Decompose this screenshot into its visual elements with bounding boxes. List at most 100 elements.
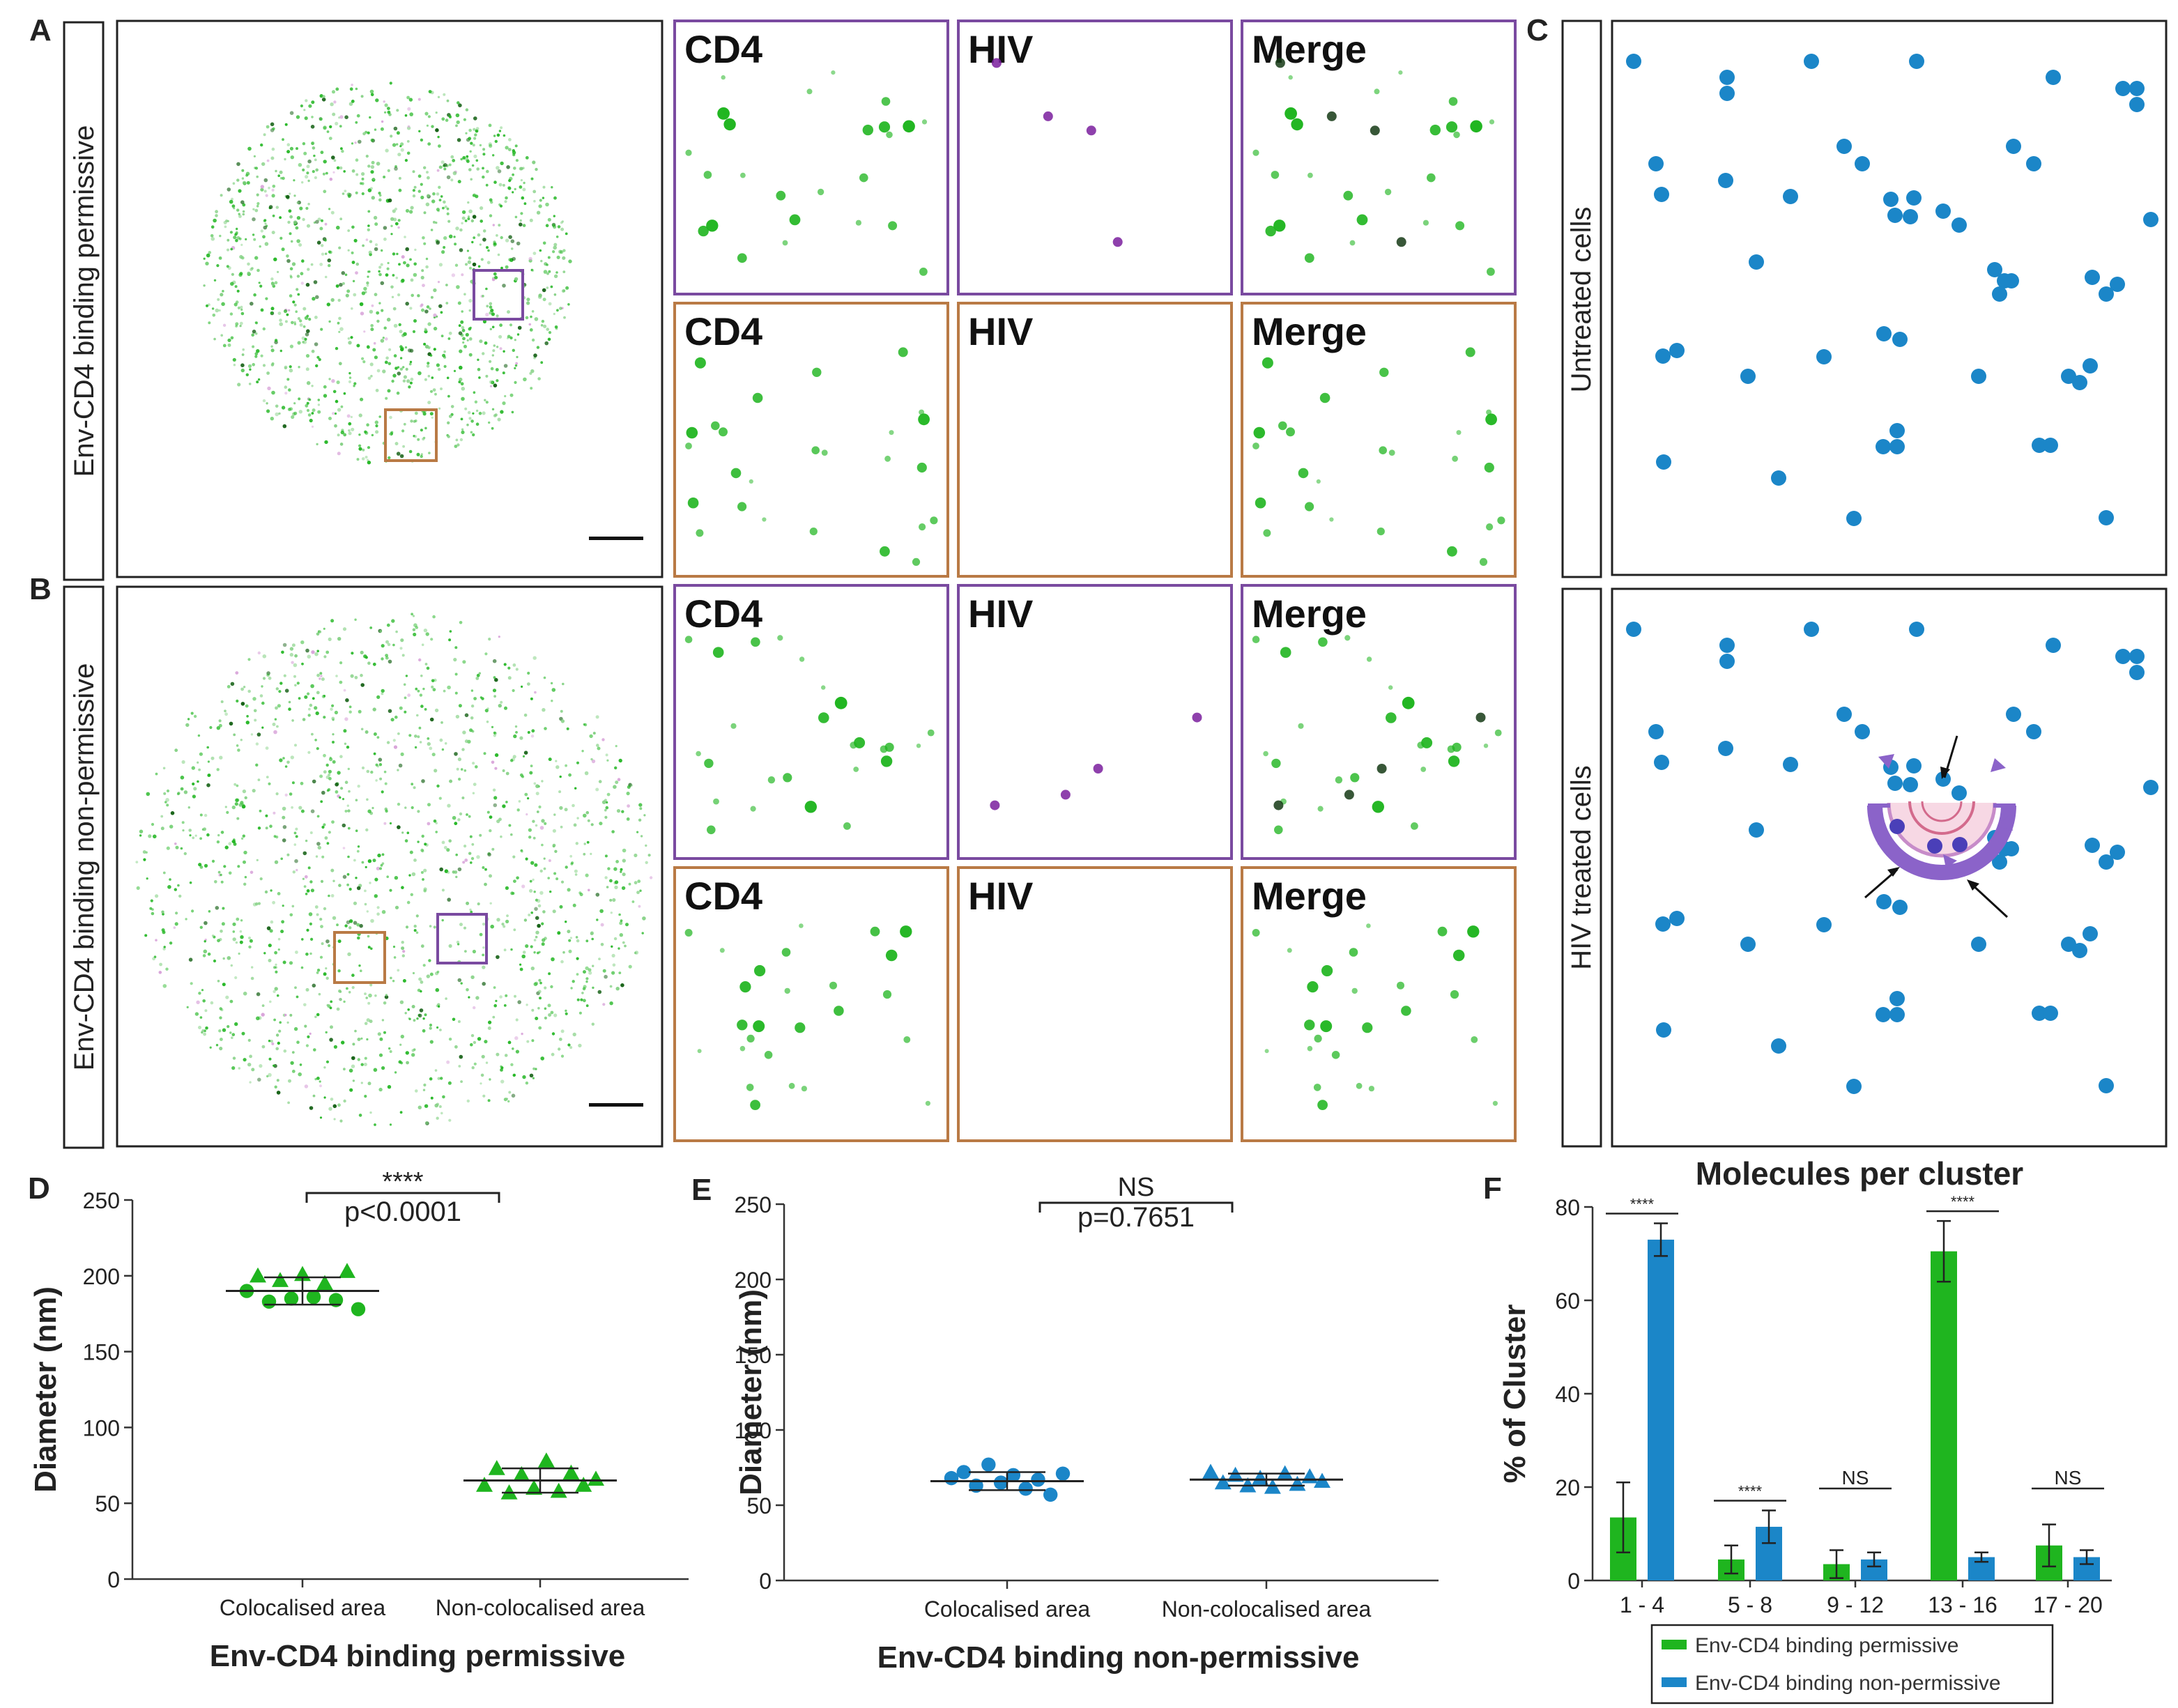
localisation-dot: [232, 182, 236, 185]
localisation-dot: [348, 1068, 353, 1073]
localisation-dot: [373, 752, 376, 755]
localisation-dot: [366, 281, 369, 285]
cd4-molecule: [1719, 654, 1735, 669]
localisation-dot: [409, 850, 413, 854]
localisation-dot: [498, 183, 503, 187]
localisation-dot: [316, 747, 319, 751]
localisation-dot: [302, 168, 305, 171]
localisation-dot: [393, 956, 397, 959]
localisation-dot: [304, 695, 308, 699]
localisation-dot: [288, 707, 291, 711]
localisation-dot: [303, 1003, 307, 1007]
localisation-dot: [192, 782, 195, 786]
localisation-dot: [618, 971, 622, 974]
localisation-dot: [455, 853, 458, 856]
hiv-spot: [1475, 712, 1486, 723]
localisation-dot: [535, 916, 539, 921]
localisation-dot: [560, 709, 563, 713]
localisation-dot: [548, 270, 551, 273]
localisation-dot: [576, 817, 579, 820]
cd4-spot: [1489, 119, 1495, 125]
localisation-dot: [452, 159, 456, 162]
localisation-dot: [443, 167, 447, 171]
localisation-dot: [645, 861, 648, 865]
localisation-dot: [319, 1116, 323, 1119]
localisation-dot: [491, 760, 495, 764]
localisation-dot: [443, 364, 447, 369]
localisation-dot: [491, 380, 495, 385]
localisation-dot: [191, 766, 195, 770]
localisation-dot: [151, 911, 155, 916]
cd4-molecule: [1655, 916, 1671, 932]
localisation-dot: [424, 1121, 429, 1125]
localisation-dot: [356, 886, 361, 891]
localisation-dot: [394, 222, 399, 226]
localisation-dot: [229, 199, 233, 204]
localisation-dot: [449, 779, 453, 783]
panel-letter-d: D: [28, 1171, 50, 1206]
localisation-dot: [540, 1056, 544, 1061]
localisation-dot: [245, 704, 249, 708]
localisation-dot: [362, 244, 365, 247]
localisation-dot: [370, 328, 374, 332]
cell-image-a: [116, 20, 664, 578]
localisation-dot: [216, 768, 220, 771]
localisation-dot: [251, 966, 254, 969]
localisation-dot: [618, 947, 620, 950]
localisation-dot: [521, 685, 523, 688]
localisation-dot: [613, 937, 618, 941]
localisation-dot: [465, 263, 468, 266]
localisation-dot: [390, 134, 393, 138]
localisation-dot: [440, 311, 443, 314]
localisation-dot: [374, 243, 378, 247]
localisation-dot: [489, 302, 493, 306]
localisation-dot: [489, 1078, 491, 1081]
localisation-dot: [217, 939, 220, 943]
localisation-dot: [234, 976, 238, 980]
data-point-circle: [981, 1457, 996, 1472]
localisation-dot: [539, 826, 544, 830]
localisation-dot: [469, 835, 473, 838]
localisation-dot: [575, 936, 578, 939]
localisation-dot: [539, 997, 542, 1000]
localisation-dot: [289, 365, 292, 369]
localisation-dot: [286, 259, 291, 263]
cd4-spot: [686, 426, 698, 439]
cd4-spot: [1274, 825, 1283, 835]
localisation-dot: [446, 848, 450, 852]
localisation-dot: [434, 769, 438, 773]
localisation-dot: [323, 394, 328, 398]
localisation-dot: [466, 901, 470, 905]
localisation-dot: [499, 347, 503, 351]
localisation-dot: [275, 169, 277, 173]
localisation-dot: [621, 810, 624, 813]
localisation-dot: [240, 368, 245, 373]
localisation-dot: [180, 787, 184, 791]
localisation-dot: [300, 282, 304, 285]
localisation-dot: [367, 376, 371, 380]
localisation-dot: [325, 1031, 328, 1034]
localisation-dot: [233, 733, 236, 737]
localisation-dot: [356, 458, 360, 461]
localisation-dot: [315, 711, 319, 716]
inset-frame: [1241, 20, 1517, 295]
localisation-dot: [365, 456, 368, 459]
localisation-dot: [525, 156, 529, 160]
localisation-dot: [328, 1107, 332, 1111]
localisation-dot: [604, 808, 607, 812]
localisation-dot: [376, 162, 381, 166]
localisation-dot: [423, 342, 427, 346]
localisation-dot: [245, 238, 247, 240]
localisation-dot: [296, 995, 299, 999]
localisation-dot: [567, 888, 571, 892]
localisation-dot: [498, 203, 501, 206]
localisation-dot: [325, 939, 330, 944]
localisation-dot: [421, 643, 424, 647]
localisation-dot: [306, 171, 309, 175]
localisation-dot: [559, 806, 563, 810]
localisation-dot: [296, 201, 300, 204]
localisation-dot: [317, 399, 321, 401]
localisation-dot: [280, 930, 284, 934]
localisation-dot: [529, 888, 533, 893]
